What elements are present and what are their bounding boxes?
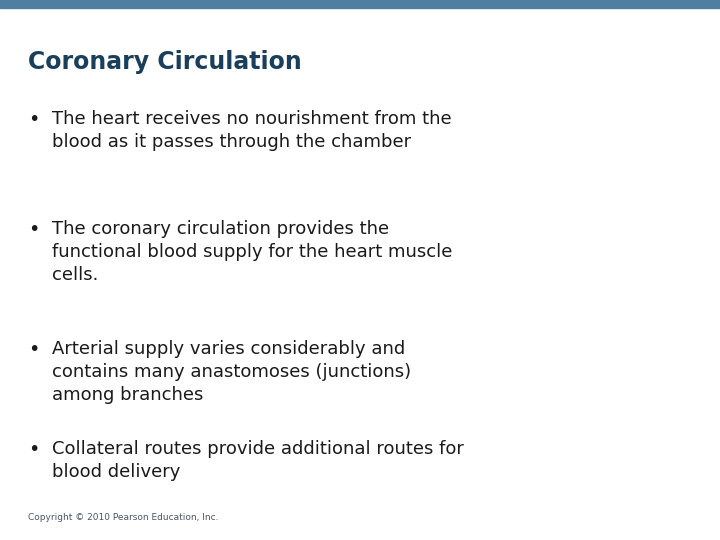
Text: •: • — [28, 440, 40, 459]
Text: •: • — [28, 110, 40, 129]
Text: •: • — [28, 220, 40, 239]
Text: Copyright © 2010 Pearson Education, Inc.: Copyright © 2010 Pearson Education, Inc. — [28, 513, 218, 522]
Text: The coronary circulation provides the
functional blood supply for the heart musc: The coronary circulation provides the fu… — [52, 220, 452, 284]
Text: The heart receives no nourishment from the
blood as it passes through the chambe: The heart receives no nourishment from t… — [52, 110, 451, 151]
Text: Coronary Circulation: Coronary Circulation — [28, 50, 302, 74]
Bar — [0, 0, 720, 8]
Text: •: • — [28, 340, 40, 359]
Text: Arterial supply varies considerably and
contains many anastomoses (junctions)
am: Arterial supply varies considerably and … — [52, 340, 411, 404]
Text: Collateral routes provide additional routes for
blood delivery: Collateral routes provide additional rou… — [52, 440, 464, 481]
